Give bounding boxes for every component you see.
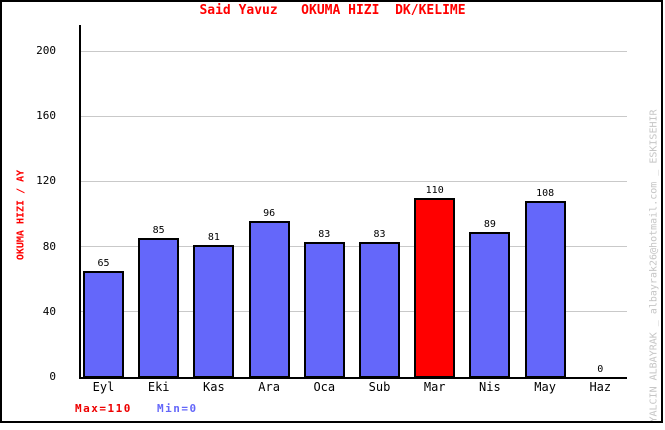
x-tick-label: Ara [258, 380, 280, 394]
gridline [80, 246, 627, 248]
y-tick-label: 200 [36, 44, 56, 57]
bar-value-label: 0 [597, 364, 604, 375]
x-tick-label: Eyl [92, 380, 115, 394]
chart-title: Said Yavuz OKUMA HIZI DK/KELIME [199, 3, 466, 18]
bar-value-label: 108 [536, 187, 555, 199]
watermark-text: YALCIN ALBAYRAK _ albayrak26@hotmail.com… [648, 109, 660, 423]
gridline [80, 50, 627, 52]
gridline [80, 311, 627, 313]
bar-value-label: 81 [207, 231, 220, 243]
bar-value-label: 83 [373, 228, 386, 240]
x-tick-label: Haz [589, 380, 612, 394]
y-tick-label: 160 [36, 109, 56, 123]
x-tick-label: Sub [368, 380, 391, 394]
max-annotation: Max=110 [75, 402, 132, 415]
bar-value-label: 85 [152, 225, 165, 237]
bar [359, 241, 400, 378]
x-tick-label: Kas [203, 380, 225, 394]
y-tick-label: 120 [36, 174, 56, 188]
x-tick-label: Oca [313, 380, 336, 394]
x-tick-label: Nis [479, 380, 501, 394]
bar [248, 220, 290, 378]
bar-value-label: 96 [263, 207, 276, 219]
bar [524, 200, 566, 378]
bar [193, 244, 235, 378]
x-tick-label: Mar [423, 380, 446, 394]
bar [138, 238, 180, 378]
bar [414, 197, 456, 378]
bar-value-label: 83 [318, 228, 331, 240]
bar-value-label: 89 [483, 218, 496, 230]
x-tick-label: Eki [147, 380, 170, 394]
min-annotation: Min=0 [157, 402, 198, 415]
y-axis-line [79, 25, 81, 378]
bar [469, 231, 511, 378]
bar-value-label: 65 [97, 258, 110, 270]
bar [83, 271, 124, 378]
y-tick-label: 40 [42, 304, 56, 318]
bar [303, 241, 345, 378]
bar-value-label: 110 [425, 184, 444, 196]
gridline [80, 115, 627, 117]
y-axis-title: OKUMA HIZI / AY [15, 169, 27, 261]
y-tick-label: 0 [49, 370, 56, 383]
x-axis-line [79, 377, 627, 379]
x-tick-label: May [534, 380, 556, 394]
gridline [80, 180, 627, 182]
y-tick-label: 80 [42, 239, 56, 253]
